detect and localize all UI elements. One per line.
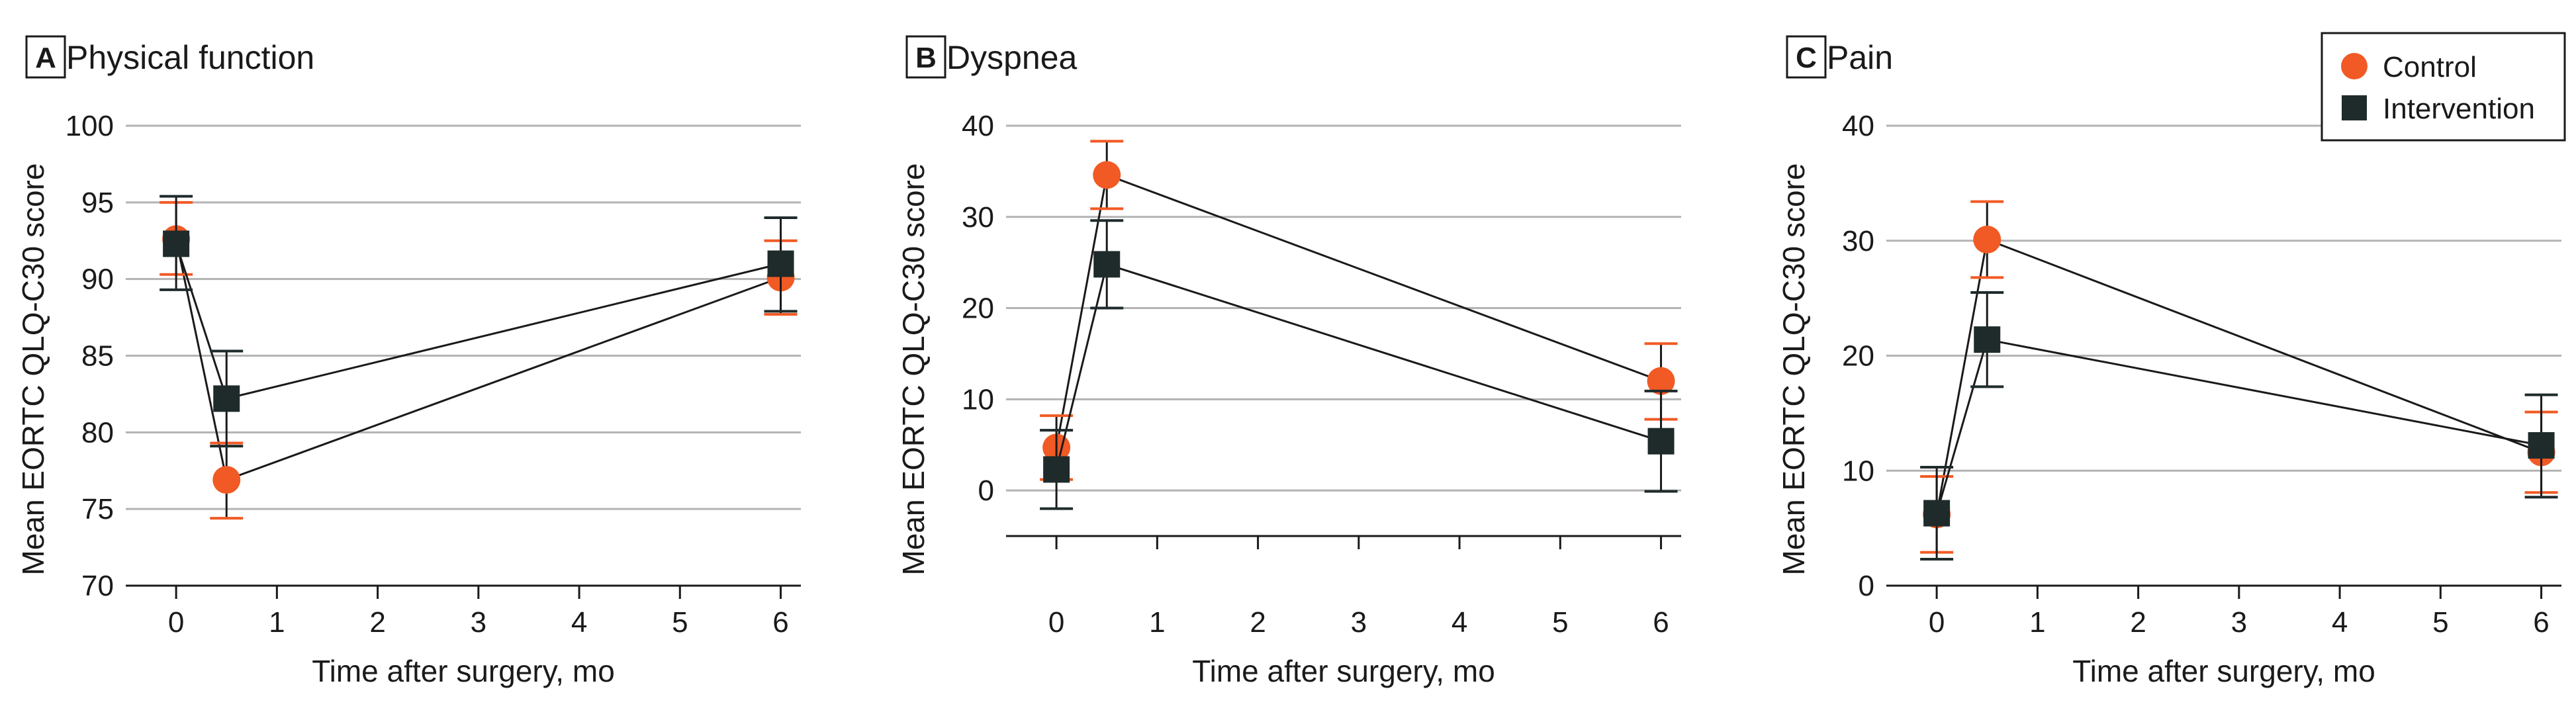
control-series-line (1055, 173, 1662, 448)
intervention-point (2528, 432, 2555, 459)
legend-label: Intervention (2383, 93, 2535, 125)
panel-title: Dyspnea (946, 39, 1078, 76)
intervention-point (1647, 428, 1675, 455)
x-axis-title: Time after surgery, mo (312, 654, 615, 688)
panel-b: B Dyspnea 0 10 20 30 40 0 1 2 3 4 5 6 Time after surge… (896, 35, 1681, 688)
x-tick-label: 0 (1048, 606, 1064, 639)
y-tick-label: 30 (962, 201, 994, 234)
intervention-point (1093, 251, 1121, 278)
x-tick-label: 5 (672, 606, 688, 639)
legend-label: Control (2383, 51, 2477, 83)
y-tick-label: 20 (1842, 340, 1874, 373)
panel-title: Physical function (66, 39, 314, 76)
x-tick-label: 2 (1250, 606, 1265, 639)
intervention-point (767, 250, 794, 277)
control-point (1093, 161, 1121, 189)
control-point (1647, 367, 1675, 395)
y-tick-label: 75 (81, 493, 114, 525)
y-tick-label: 10 (1842, 455, 1874, 487)
x-axis-title: Time after surgery, mo (1192, 654, 1495, 688)
control-point (212, 466, 241, 494)
panel-letter: B (915, 42, 937, 74)
x-tick-label: 3 (1351, 606, 1367, 639)
legend-control-marker (2341, 53, 2368, 79)
x-tick-label: 5 (2432, 606, 2448, 639)
y-tick-label: 100 (66, 110, 114, 142)
y-tick-label: 10 (962, 383, 994, 416)
legend-intervention-marker (2342, 95, 2367, 120)
y-tick-label: 80 (81, 416, 114, 449)
y-axis-title: Mean EORTC QLQ-C30 score (1776, 163, 1811, 576)
y-tick-label: 0 (978, 474, 994, 507)
intervention-point (1923, 500, 1951, 527)
y-tick-label: 40 (1842, 110, 1874, 142)
panel-letter: C (1796, 42, 1817, 74)
x-tick-label: 1 (1149, 606, 1165, 639)
y-tick-label: 90 (81, 263, 114, 296)
panel-title: Pain (1827, 39, 1893, 76)
legend: Control Intervention (2321, 32, 2566, 142)
y-tick-label: 0 (1859, 570, 1874, 602)
x-tick-label: 4 (1451, 606, 1467, 639)
y-tick-label: 70 (81, 570, 114, 602)
legend-box (2321, 32, 2566, 142)
x-tick-label: 3 (2231, 606, 2247, 639)
intervention-series-line (1935, 338, 2542, 514)
panel-a: A Physical function 70 75 80 85 90 95 100 0 1 2 3 4 5 6… (16, 35, 801, 688)
intervention-series-line (1055, 263, 1662, 470)
x-tick-label: 4 (2332, 606, 2348, 639)
x-tick-label: 1 (2029, 606, 2045, 639)
y-tick-label: 40 (962, 110, 994, 142)
intervention-point (213, 385, 240, 412)
x-tick-label: 6 (772, 606, 788, 639)
control-series-line (175, 239, 782, 482)
x-tick-label: 4 (571, 606, 587, 639)
y-tick-label: 85 (81, 340, 114, 373)
x-tick-label: 3 (471, 606, 486, 639)
panel-c: C Pain 0 10 20 30 40 0 1 2 3 4 5 6 Time after surgery,… (1776, 35, 2561, 688)
x-tick-label: 2 (369, 606, 385, 639)
y-tick-label: 95 (81, 187, 114, 219)
x-tick-label: 6 (1653, 606, 1669, 639)
x-tick-label: 5 (1552, 606, 1568, 639)
intervention-point (1043, 456, 1070, 483)
y-axis-title: Mean EORTC QLQ-C30 score (16, 163, 50, 576)
intervention-point (1974, 326, 2001, 353)
x-axis-title: Time after surgery, mo (2072, 654, 2375, 688)
x-tick-label: 0 (168, 606, 184, 639)
intervention-point (163, 230, 190, 257)
y-tick-label: 30 (1842, 225, 1874, 257)
panel-letter-box (1786, 35, 1827, 79)
panel-letter-box (905, 35, 946, 79)
y-tick-label: 20 (962, 292, 994, 325)
control-point (1973, 226, 2001, 254)
x-tick-label: 0 (1929, 606, 1945, 639)
control-series-line (1935, 238, 2542, 515)
x-tick-label: 6 (2533, 606, 2549, 639)
x-tick-label: 2 (2130, 606, 2146, 639)
panel-letter: A (35, 42, 56, 74)
y-axis-title: Mean EORTC QLQ-C30 score (896, 163, 931, 576)
panel-letter-box (25, 35, 66, 79)
x-tick-label: 1 (269, 606, 285, 639)
intervention-series-line (175, 243, 781, 400)
